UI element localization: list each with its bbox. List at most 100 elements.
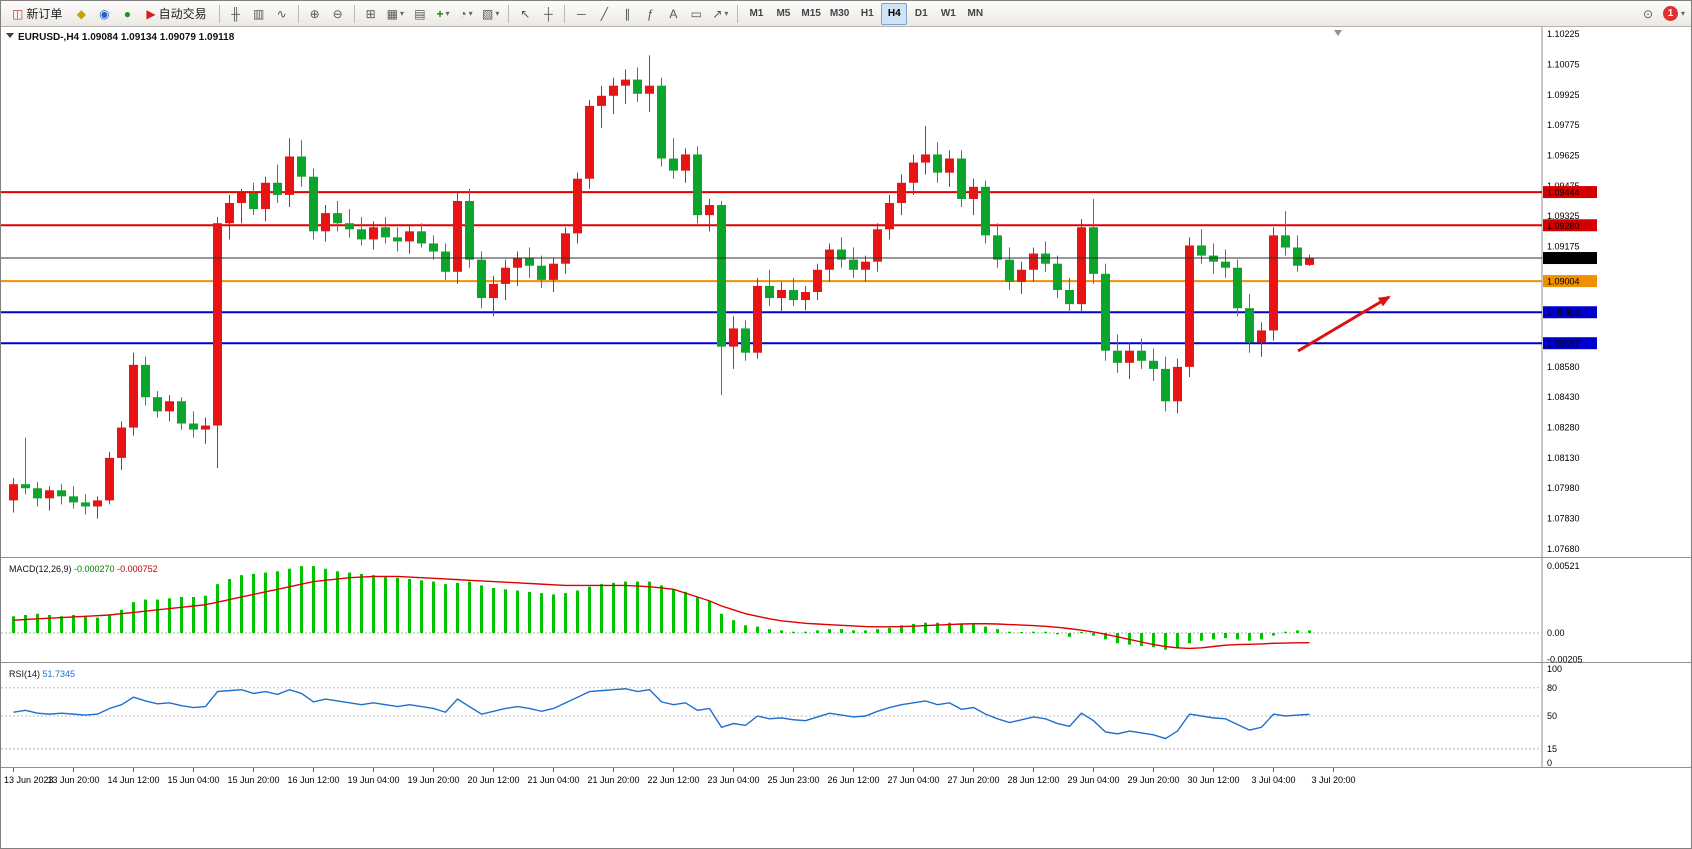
indicators-button[interactable]: + ▾: [432, 3, 454, 25]
cursor-icon: ↖: [520, 6, 531, 21]
trendline-tool-button[interactable]: ╱: [593, 3, 615, 25]
crosshair-icon: ┼: [544, 6, 553, 21]
svg-text:1.08580: 1.08580: [1547, 362, 1580, 372]
templates-button[interactable]: ▧ ▾: [478, 3, 503, 25]
svg-text:0: 0: [1547, 758, 1552, 768]
support-button[interactable]: ●: [116, 3, 138, 25]
svg-text:1.09175: 1.09175: [1547, 241, 1580, 251]
svg-text:15: 15: [1547, 744, 1557, 754]
metaeditor-icon: ◆: [76, 6, 86, 21]
svg-text:1.09444: 1.09444: [1547, 188, 1580, 198]
autotrading-icon: ▶: [146, 6, 156, 21]
label-tool-button[interactable]: ▭: [685, 3, 707, 25]
profiles-button[interactable]: ▤: [409, 3, 431, 25]
periods-icon: ◔: [459, 6, 467, 21]
toolbar-separator: [297, 4, 299, 23]
svg-text:27 Jun 20:00: 27 Jun 20:00: [947, 775, 999, 785]
svg-text:29 Jun 04:00: 29 Jun 04:00: [1067, 775, 1119, 785]
chart-shift-marker[interactable]: [1334, 30, 1342, 36]
search-button[interactable]: ⊙: [1637, 3, 1659, 25]
chevron-down-icon[interactable]: [6, 33, 14, 38]
svg-text:30 Jun 12:00: 30 Jun 12:00: [1187, 775, 1239, 785]
macd-histogram: [12, 566, 1311, 650]
shapes-tool-button[interactable]: ↗ ▾: [708, 3, 732, 25]
periods-button[interactable]: ◔ ▾: [455, 3, 477, 25]
zoom-in-button[interactable]: ⊕: [304, 3, 326, 25]
svg-text:20 Jun 12:00: 20 Jun 12:00: [467, 775, 519, 785]
horizontal-line-tool-button[interactable]: ─: [570, 3, 592, 25]
search-icon: ⊙: [1642, 6, 1654, 21]
svg-text:0.00521: 0.00521: [1547, 561, 1580, 571]
svg-text:3 Jul 04:00: 3 Jul 04:00: [1251, 775, 1295, 785]
svg-text:-0.00205: -0.00205: [1547, 654, 1583, 664]
timeframe-button-m15[interactable]: M15: [797, 3, 824, 25]
svg-text:19 Jun 20:00: 19 Jun 20:00: [407, 775, 459, 785]
channel-tool-button[interactable]: ∥: [616, 3, 638, 25]
chevron-down-icon[interactable]: ▾: [1680, 9, 1685, 18]
svg-text:3 Jul 20:00: 3 Jul 20:00: [1311, 775, 1355, 785]
toolbar-separator: [508, 4, 510, 23]
svg-text:1.08697: 1.08697: [1547, 339, 1580, 349]
line-chart-button[interactable]: ∿: [271, 3, 293, 25]
candlestick-chart-button[interactable]: ▥: [248, 3, 270, 25]
timeframe-button-h1[interactable]: H1: [854, 3, 880, 25]
metaeditor-button[interactable]: ◆: [70, 3, 92, 25]
terminal-icon: ◉: [99, 6, 110, 21]
cursor-button[interactable]: ↖: [514, 3, 536, 25]
toolbar-separator: [737, 4, 739, 23]
timeframe-button-m30[interactable]: M30: [826, 3, 853, 25]
new-order-button[interactable]: ◫ 新订单: [5, 3, 69, 25]
text-tool-button[interactable]: A: [662, 3, 684, 25]
tile-windows-button[interactable]: ⊞: [360, 3, 382, 25]
zoom-in-icon: ⊕: [309, 6, 320, 21]
svg-text:26 Jun 12:00: 26 Jun 12:00: [827, 775, 879, 785]
timeframe-button-d1[interactable]: D1: [908, 3, 934, 25]
arrow-tool-icon: ↗: [712, 6, 723, 21]
crosshair-button[interactable]: ┼: [537, 3, 559, 25]
timeframe-button-w1[interactable]: W1: [935, 3, 961, 25]
chart-canvas[interactable]: 1.10225 1.10075 1.09925 1.09775 1.09625 1.094…: [1, 27, 1692, 849]
line-chart-icon: ∿: [276, 6, 287, 21]
svg-text:50: 50: [1547, 711, 1557, 721]
timeframe-group: M1 M5 M15 M30 H1 H4 D1 W1 MN: [743, 2, 988, 25]
svg-text:1.09118: 1.09118: [1547, 254, 1579, 264]
timeframe-button-m5[interactable]: M5: [770, 3, 796, 25]
svg-text:1.07980: 1.07980: [1547, 483, 1580, 493]
zoom-out-button[interactable]: ⊖: [327, 3, 349, 25]
macd-header: MACD(12,26,9) -0.000270 -0.000752: [9, 564, 158, 574]
svg-text:19 Jun 04:00: 19 Jun 04:00: [347, 775, 399, 785]
svg-text:27 Jun 04:00: 27 Jun 04:00: [887, 775, 939, 785]
timeframe-button-mn[interactable]: MN: [962, 3, 988, 25]
fibonacci-tool-button[interactable]: ƒ: [639, 3, 661, 25]
new-chart-button[interactable]: ▦ ▾: [383, 3, 408, 25]
templates-icon: ▧: [481, 6, 494, 21]
autotrading-button[interactable]: ▶ 自动交易: [139, 3, 213, 25]
notification-badge[interactable]: 1: [1662, 6, 1678, 21]
chart-window: 1.10225 1.10075 1.09925 1.09775 1.09625 1.094…: [1, 27, 1692, 849]
candles: [9, 55, 1314, 519]
toolbar-right: ⊙ 1 ▾: [1637, 3, 1687, 25]
tile-windows-icon: ⊞: [365, 6, 376, 21]
trend-arrow-object[interactable]: [1297, 295, 1391, 353]
timeframe-button-m1[interactable]: M1: [743, 3, 769, 25]
price-line-label: [1543, 186, 1597, 199]
price-axis[interactable]: 1.10225 1.10075 1.09925 1.09775 1.09625 1.094…: [1547, 29, 1583, 768]
macd-signal-line: [13, 575, 1310, 650]
svg-text:1.10225: 1.10225: [1547, 29, 1580, 39]
terminal-button[interactable]: ◉: [93, 3, 115, 25]
fibonacci-icon: ƒ: [646, 6, 654, 21]
timeframe-button-h4[interactable]: H4: [881, 2, 908, 25]
chevron-down-icon: ▾: [468, 9, 473, 18]
svg-text:1.09280: 1.09280: [1547, 221, 1580, 231]
svg-text:0.00: 0.00: [1547, 628, 1565, 638]
svg-text:1.07830: 1.07830: [1547, 514, 1580, 524]
trendline-icon: ╱: [600, 6, 608, 21]
svg-text:1.07680: 1.07680: [1547, 544, 1580, 554]
bar-chart-button[interactable]: ╫: [225, 3, 247, 25]
support-icon: ●: [123, 6, 131, 21]
zoom-out-icon: ⊖: [332, 6, 343, 21]
svg-text:16 Jun 12:00: 16 Jun 12:00: [287, 775, 339, 785]
toolbar-separator: [564, 4, 566, 23]
